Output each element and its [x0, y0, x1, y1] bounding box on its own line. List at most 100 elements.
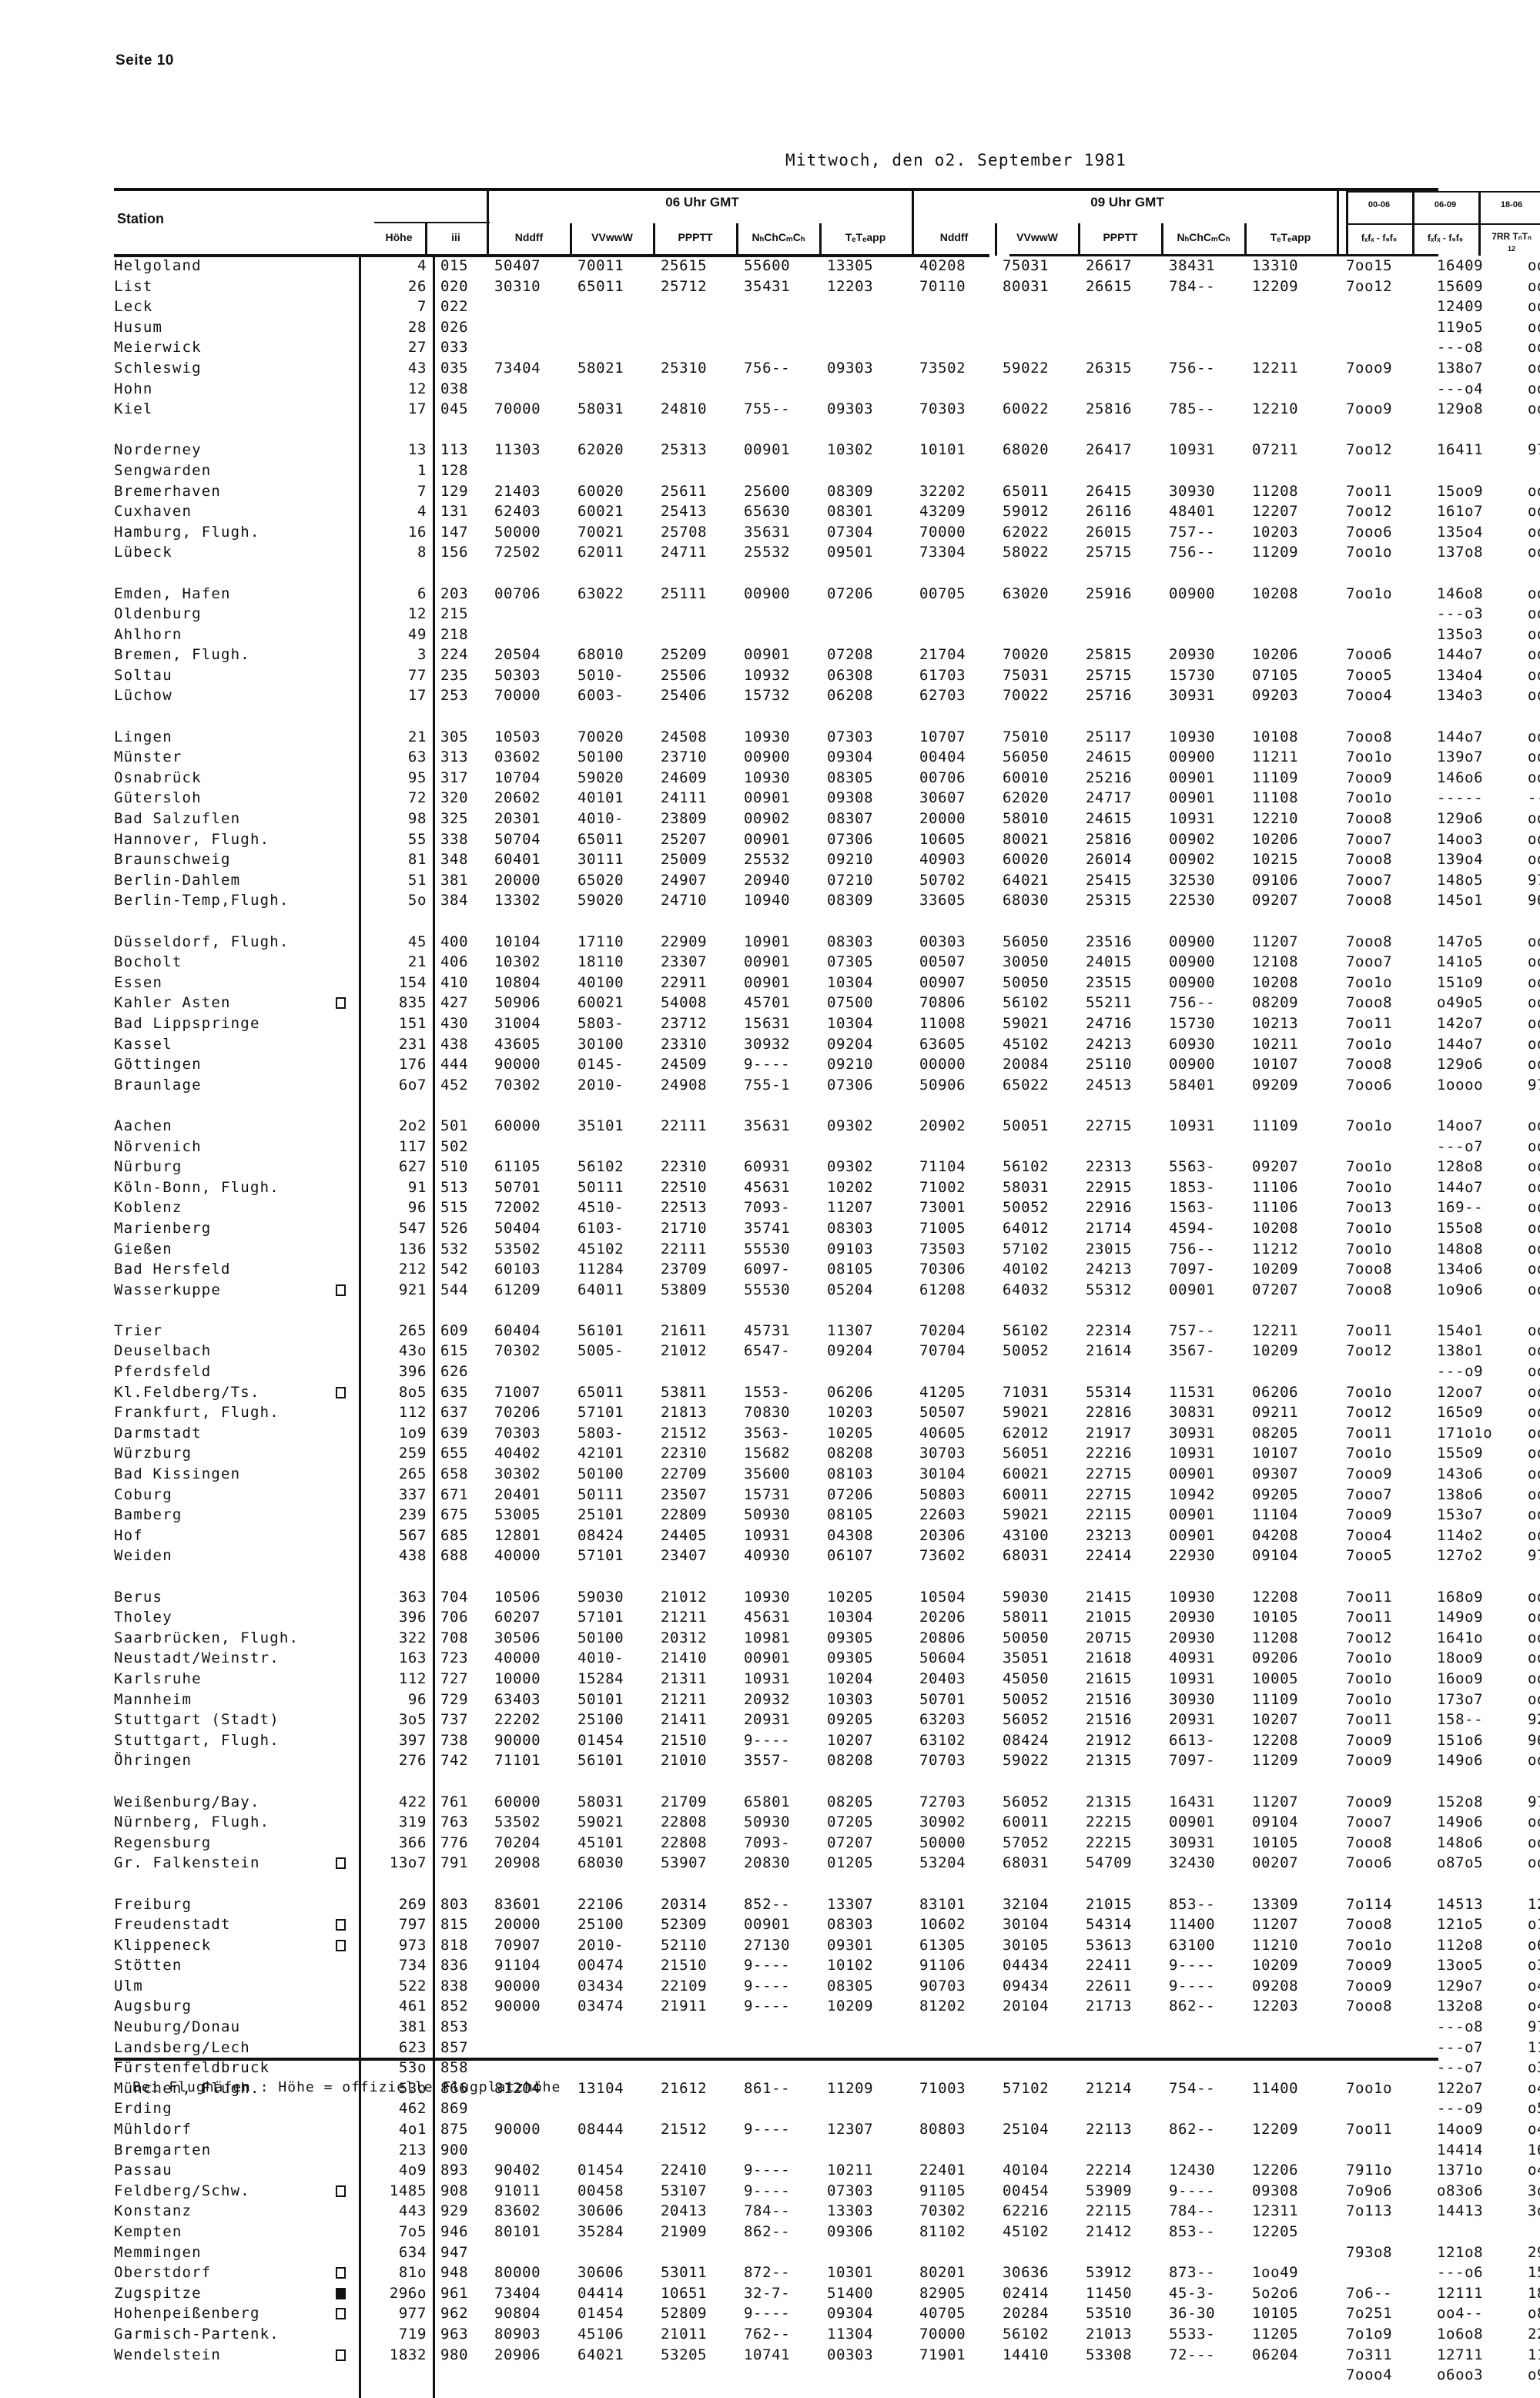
cell-a1: 72002 — [494, 1199, 541, 1217]
cell-b3: 60930 — [1169, 1035, 1216, 1053]
station-marker-checkbox[interactable] — [336, 2262, 346, 2283]
cell-station: Braunschweig — [114, 851, 231, 869]
cell-a3: 21612 — [661, 2079, 708, 2097]
cell-b4: 11209 — [1252, 544, 1299, 561]
cell-a1: 60103 — [494, 1261, 541, 1278]
cell-r2: 153o7 — [1437, 1506, 1484, 1524]
group-spacer — [114, 1566, 1438, 1587]
cell-b1: 75031 — [1003, 666, 1050, 684]
cell-a1: 63403 — [494, 1690, 541, 1708]
cell-a5: 09304 — [827, 2305, 874, 2323]
cell-r2: o6oo3 — [1437, 2366, 1484, 2384]
cell-iii: 348 — [440, 851, 469, 869]
cell-b3: 10931 — [1169, 1117, 1216, 1134]
station-marker-checkbox[interactable] — [336, 1280, 346, 1301]
cell-a4: 1553- — [744, 1383, 791, 1401]
cell-a2: 4510- — [578, 1199, 624, 1217]
cell-a4: 35431 — [744, 277, 791, 295]
cell-r1: 7ooo9 — [1346, 359, 1393, 377]
cell-iii: 045 — [440, 400, 469, 418]
cell-iii: 305 — [440, 728, 469, 745]
cell-a5: 09210 — [827, 851, 874, 869]
station-marker-checkbox[interactable] — [336, 2345, 346, 2366]
cell-a2: 18110 — [578, 953, 624, 971]
cell-a5: 04308 — [827, 1526, 874, 1544]
cell-b0: 72703 — [919, 1793, 966, 1810]
cell-b0: 50701 — [919, 1690, 966, 1708]
cell-r2: 14oo3 — [1437, 830, 1484, 848]
cell-r3: ooo86 — [1528, 1158, 1540, 1176]
cell-r1: 7o251 — [1346, 2305, 1393, 2323]
cell-b0: 50803 — [919, 1485, 966, 1503]
cell-station: Norderney — [114, 441, 202, 459]
cell-a4: 755-- — [744, 400, 791, 418]
header-fxfx-fgfg-1: fₓfₓ - f₉f₉ — [1361, 233, 1398, 243]
table-row: Bremen, Flugh. 3 224 20504 68010 25209 00901 07… — [114, 645, 1540, 665]
cell-r3: ooo44 — [1528, 851, 1540, 869]
table-footnote: Bei Flughäfen : Höhe = offizielle Flugpl… — [132, 2079, 561, 2095]
cell-a2: 01454 — [578, 2305, 624, 2323]
cell-b0: 20902 — [919, 1117, 966, 1134]
station-marker-checkbox[interactable] — [336, 993, 346, 1013]
cell-r1: 7o114 — [1346, 1895, 1393, 1913]
station-marker-checkbox[interactable] — [336, 2181, 346, 2202]
station-marker-checkbox[interactable] — [336, 1914, 346, 1935]
cell-iii: 929 — [440, 2202, 469, 2220]
cell-r1: 7ooo6 — [1346, 1854, 1393, 1872]
cell-r3: o9ooo — [1528, 2366, 1540, 2384]
cell-a4: 15732 — [744, 687, 791, 705]
cell-a5: 08303 — [827, 933, 874, 950]
cell-a2: 59020 — [578, 892, 624, 909]
cell-station: Gütersloh — [114, 789, 202, 807]
station-marker-checkbox[interactable] — [336, 1382, 346, 1403]
cell-a2: 5010- — [578, 666, 624, 684]
station-marker-checkbox[interactable] — [336, 2283, 346, 2304]
cell-b4: 11212 — [1252, 1240, 1299, 1258]
cell-r1: 7oo1o — [1346, 584, 1393, 602]
cell-a4: 00900 — [744, 749, 791, 766]
cell-a1: 50906 — [494, 994, 541, 1012]
cell-b2: 21614 — [1086, 1342, 1133, 1360]
station-marker-checkbox[interactable] — [336, 1853, 346, 1874]
group-spacer — [114, 1300, 1438, 1321]
cell-station: Feldberg/Schw. — [114, 2182, 250, 2199]
cell-a3: 23809 — [661, 810, 708, 828]
cell-station: Marienberg — [114, 1219, 212, 1237]
cell-r2: 148o6 — [1437, 1834, 1484, 1851]
cell-b3: 7097- — [1169, 1752, 1216, 1770]
cell-b3: 00900 — [1169, 973, 1216, 991]
table-row: Augsburg 461 852 90000 03474 21911 9---- 10209 8… — [114, 1996, 1540, 2017]
cell-a1: 71101 — [494, 1752, 541, 1770]
cell-a2: 00474 — [578, 1957, 624, 1974]
table-row: Ahlhorn49218135o3oo1o31 — [114, 625, 1540, 645]
cell-a5: 09306 — [827, 2223, 874, 2240]
cell-a3: 25310 — [661, 359, 708, 377]
cell-r2: 134o4 — [1437, 666, 1484, 684]
cell-iii: 688 — [440, 1547, 469, 1565]
cell-b1: 71031 — [1003, 1383, 1050, 1401]
station-marker-checkbox[interactable] — [336, 2303, 346, 2324]
table-row: Klippeneck 973 818 70907 2010- 52110 27130 0930… — [114, 1935, 1540, 1956]
cell-iii: 946 — [440, 2223, 469, 2240]
table-row: Hohenpeißenberg 977 962 90804 01454 52809 9---… — [114, 2303, 1540, 2324]
station-marker-checkbox[interactable] — [336, 1935, 346, 1956]
cell-r2: 14513 — [1437, 1895, 1484, 1913]
cell-b0: 63605 — [919, 1035, 966, 1053]
cell-r2: 129o6 — [1437, 1056, 1484, 1073]
cell-b0: 82905 — [919, 2284, 966, 2302]
cell-iii: 317 — [440, 769, 469, 786]
table-row: Bremerhaven 7 129 21403 60020 25611 25600 08309… — [114, 481, 1540, 502]
cell-b0: 40705 — [919, 2305, 966, 2323]
cell-a2: 50100 — [578, 1629, 624, 1646]
cell-r3: 92o51 — [1528, 1711, 1540, 1729]
table-row: Bremgarten2139001441416ooo1 — [114, 2140, 1540, 2161]
cell-r2: 14414 — [1437, 2141, 1484, 2159]
cell-a4: 9---- — [744, 1957, 791, 1974]
cell-iii: 852 — [440, 1998, 469, 2015]
cell-iii: 706 — [440, 1609, 469, 1626]
cell-a3: 25313 — [661, 441, 708, 459]
cell-b4: 12208 — [1252, 1731, 1299, 1749]
cell-a4: 35631 — [744, 523, 791, 541]
